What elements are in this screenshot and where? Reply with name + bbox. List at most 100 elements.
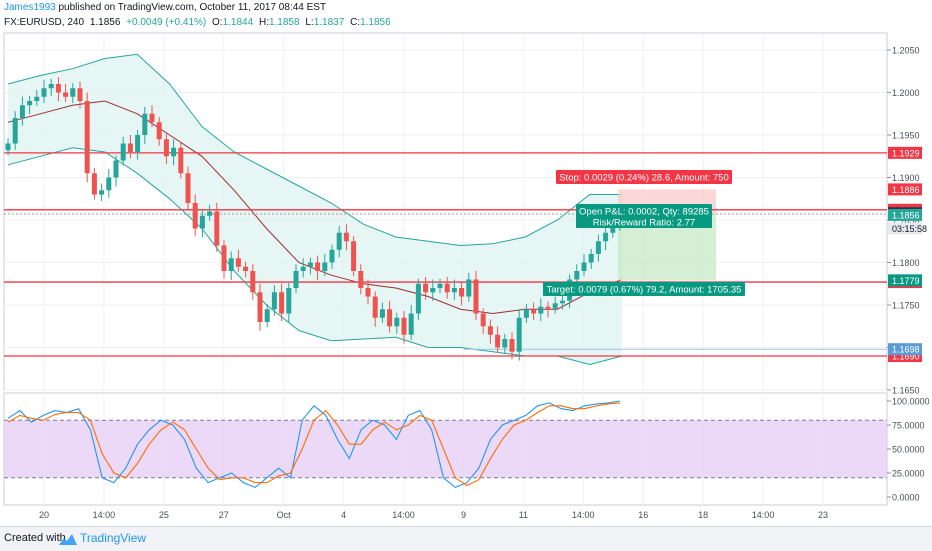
- open-label: O:: [212, 17, 223, 28]
- price-tags: 1.19291.18621.17771.16901.18861.18581.18…: [888, 146, 927, 362]
- time-tick-label: 25: [159, 510, 169, 520]
- time-tick-label: 14:00: [752, 510, 775, 520]
- candle-body: [106, 177, 112, 191]
- candle-body: [502, 339, 508, 348]
- candle-body: [444, 283, 450, 293]
- target-label-text: Target: 0.0079 (0.67%) 79.2, Amount: 170…: [547, 285, 742, 296]
- low-value: 1.1837: [313, 17, 345, 28]
- candle-body: [250, 271, 256, 293]
- candle-body: [185, 173, 191, 203]
- candle-body: [120, 143, 126, 161]
- candle-body: [5, 143, 11, 151]
- candle-body: [351, 241, 357, 271]
- stochastic-band-fill: [4, 420, 887, 478]
- time-tick-label: Oct: [277, 510, 292, 520]
- candle-body: [286, 288, 292, 314]
- time-axis[interactable]: 20 14:00 25 27 Oct 4 14:00 9 11 14:00 16 18 14:00 23: [39, 510, 828, 520]
- time-tick-label: 14:00: [572, 510, 595, 520]
- rr-label-text: Risk/Reward Ratio: 2.77: [593, 218, 695, 229]
- candle-body: [538, 306, 544, 314]
- candle-body: [113, 160, 119, 178]
- candle-body: [387, 309, 393, 327]
- symbol-label[interactable]: FX:EURUSD, 240: [4, 17, 85, 28]
- stochastic-axis[interactable]: 100.0000 75.0000 50.0000 25.0000 0.0000: [887, 397, 930, 503]
- candle-body: [595, 241, 601, 254]
- candle-body: [214, 211, 220, 246]
- candle-body: [207, 211, 213, 216]
- position-labels[interactable]: Stop: 0.0029 (0.24%) 28.6, Amount: 750 Op…: [543, 170, 745, 296]
- chart-canvas[interactable]: Stop: 0.0029 (0.24%) 28.6, Amount: 750 Op…: [0, 0, 932, 526]
- candle-body: [552, 303, 558, 309]
- stochastic-tick-label: 0.0000: [892, 493, 920, 503]
- candle-body: [300, 266, 306, 271]
- time-tick-label: 27: [219, 510, 229, 520]
- price-tag-timer: 03:15:58: [892, 224, 927, 234]
- candle-body: [322, 262, 328, 271]
- price-tick-label: 1.1900: [892, 173, 920, 183]
- candle-body: [430, 288, 436, 293]
- close-value: 1.1856: [360, 17, 391, 28]
- candle-body: [257, 292, 263, 322]
- stochastic-k-line: [7, 400, 621, 489]
- time-tick-label: 20: [39, 510, 49, 520]
- stochastic-tick-label: 75.0000: [892, 421, 925, 431]
- publish-info: James1993 published on TradingView.com, …: [4, 2, 326, 13]
- stochastic-tick-label: 25.0000: [892, 469, 925, 479]
- stop-label-box[interactable]: [556, 170, 732, 184]
- stochastic-tick-label: 50.0000: [892, 445, 925, 455]
- candle-body: [315, 262, 321, 271]
- level-price-tag: 1.1690: [892, 352, 920, 362]
- pl-label[interactable]: Open P&L: 0.0002, Qty: 89285Risk/Reward …: [576, 204, 712, 229]
- candle-body: [307, 262, 313, 267]
- candle-body: [41, 88, 47, 97]
- candle-body: [63, 92, 69, 97]
- candle-body: [610, 224, 616, 233]
- author-link[interactable]: James1993: [4, 2, 56, 13]
- candle-body: [487, 326, 493, 335]
- candle-body: [329, 249, 335, 263]
- candle-body: [91, 173, 97, 195]
- candle-body: [509, 339, 515, 352]
- stochastic-d-line: [7, 402, 621, 487]
- close-label: C:: [350, 17, 361, 28]
- candle-body: [156, 122, 162, 140]
- price-tick-label: 1.1950: [892, 131, 920, 141]
- price-tag-stop-box: [888, 183, 922, 196]
- candle-body: [480, 313, 486, 327]
- target-label[interactable]: Target: 0.0079 (0.67%) 79.2, Amount: 170…: [543, 282, 745, 296]
- target-label-box[interactable]: [543, 282, 745, 296]
- candle-body: [603, 232, 609, 242]
- level-price-tag: 1.1929: [892, 148, 920, 158]
- candle-body: [27, 101, 33, 106]
- price-tick-label: 1.1800: [892, 258, 920, 268]
- last-price: 1.1856: [89, 17, 121, 28]
- candle-body: [545, 306, 551, 309]
- candle-body: [523, 309, 529, 318]
- candle-body: [142, 113, 148, 135]
- symbol-legend: FX:EURUSD, 240 1.1856 +0.0049 (+0.41%) O…: [4, 17, 391, 28]
- tradingview-brand[interactable]: TradingView: [80, 531, 147, 545]
- candle-body: [408, 313, 414, 335]
- candle-body: [466, 279, 472, 297]
- stop-label[interactable]: Stop: 0.0029 (0.24%) 28.6, Amount: 750: [556, 170, 732, 184]
- candle-body: [84, 101, 90, 174]
- footer-bar: Created with TradingView: [0, 526, 932, 551]
- candle-body: [423, 283, 429, 293]
- pl-label-box[interactable]: [576, 204, 712, 228]
- candle-body: [55, 84, 61, 93]
- open-value: 1.1844: [222, 17, 254, 28]
- horizontal-levels[interactable]: [4, 152, 887, 357]
- candle-body: [516, 317, 522, 352]
- price-tick-label: 1.2000: [892, 88, 920, 98]
- tradingview-logo-icon: [59, 534, 77, 545]
- candle-body: [343, 232, 349, 242]
- price-tag-stop: 1.1886: [892, 185, 920, 195]
- candle-body: [171, 147, 177, 157]
- candle-body: [127, 143, 133, 152]
- stop-label-text: Stop: 0.0029 (0.24%) 28.6, Amount: 750: [559, 173, 729, 184]
- candle-body: [48, 84, 54, 89]
- candle-body: [473, 279, 479, 314]
- price-tag-timer-box: [888, 222, 922, 235]
- candle-body: [199, 215, 205, 229]
- candle-body: [531, 309, 537, 314]
